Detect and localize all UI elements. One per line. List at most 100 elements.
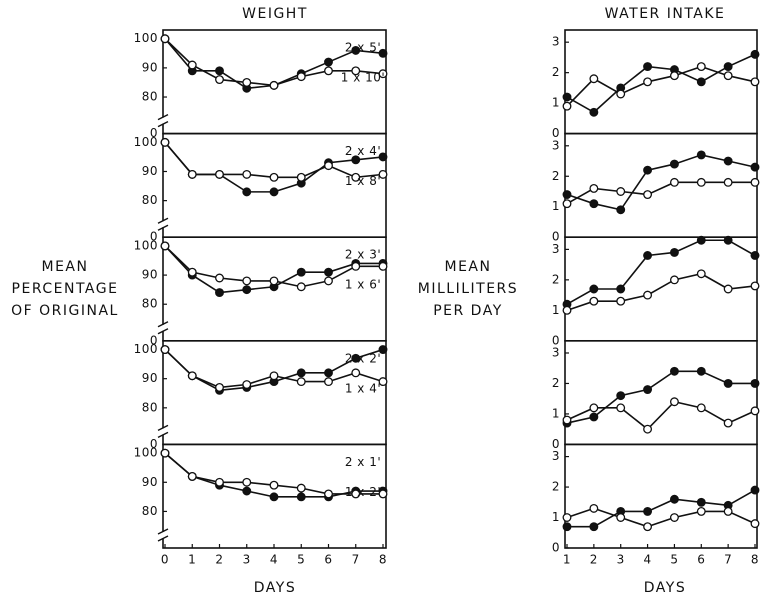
series-line: [566, 370, 755, 424]
axis-break: [157, 217, 169, 224]
data-point: [215, 169, 224, 179]
data-point: [750, 406, 760, 416]
data-point: [669, 366, 679, 376]
y-tick-label: 3: [552, 35, 560, 49]
data-point: [669, 494, 679, 504]
series-label: 2 x 2': [345, 351, 381, 365]
data-point: [723, 284, 733, 294]
y-axis-label: PER DAY: [433, 303, 503, 319]
axis-break-gap: [158, 324, 168, 331]
data-point: [242, 187, 252, 197]
data-point: [242, 169, 252, 179]
data-point: [669, 159, 679, 169]
y-axis-label: MEAN: [445, 259, 492, 275]
series-label: 2 x 1': [345, 455, 381, 469]
data-point: [643, 77, 653, 87]
data-point: [643, 62, 653, 72]
data-point: [242, 486, 252, 496]
y-tick-label: 1: [552, 96, 560, 110]
x-tick-label: 5: [670, 553, 678, 567]
data-point: [589, 522, 599, 532]
data-point: [351, 155, 361, 165]
y-tick-label: 90: [142, 268, 158, 282]
data-point: [378, 69, 388, 79]
series-line: [566, 239, 756, 305]
data-point: [187, 371, 197, 381]
y-tick-label: 0: [150, 333, 158, 347]
data-point: [296, 72, 306, 82]
axis-break: [157, 321, 169, 328]
series-label: 1 x 10': [341, 71, 385, 85]
data-point: [750, 379, 760, 388]
data-point: [589, 199, 599, 209]
x-tick-label: 4: [270, 553, 278, 567]
y-tick-label: 100: [134, 446, 158, 460]
data-point: [750, 177, 760, 187]
series-line: [566, 272, 756, 312]
data-point: [616, 513, 626, 522]
data-point: [723, 156, 733, 166]
series-line: [566, 154, 756, 211]
x-tick-label: 0: [161, 553, 169, 567]
axis-break: [157, 528, 169, 535]
panel-title: WEIGHT: [242, 6, 308, 22]
data-point: [723, 235, 733, 245]
axis-break-gap: [158, 117, 168, 124]
data-point: [215, 75, 224, 84]
data-point: [160, 34, 170, 44]
data-point: [643, 190, 653, 199]
data-point: [750, 251, 760, 260]
data-point: [215, 288, 224, 298]
data-point: [696, 235, 706, 245]
y-tick-label: 3: [552, 138, 560, 152]
data-point: [616, 284, 626, 294]
data-point: [643, 424, 653, 434]
data-point: [643, 251, 653, 260]
y-tick-label: 2: [552, 480, 560, 494]
y-tick-label: 3: [552, 345, 560, 359]
y-tick-label: 100: [134, 31, 158, 45]
y-tick-label: 80: [142, 90, 158, 104]
data-point: [269, 276, 279, 286]
series-label: 2 x 3': [345, 248, 381, 262]
y-axis-label: MEAN: [42, 259, 89, 275]
data-point: [750, 485, 760, 495]
data-point: [562, 305, 572, 315]
series-line: [566, 65, 756, 107]
axis-break: [157, 113, 169, 121]
x-tick-label: 7: [724, 553, 732, 567]
series-label: 1 x 8': [345, 174, 381, 188]
data-point: [616, 187, 626, 196]
data-point: [351, 172, 361, 182]
x-tick-label: 1: [188, 553, 196, 567]
y-tick-label: 90: [142, 475, 158, 489]
data-point: [669, 247, 679, 257]
data-point: [324, 66, 333, 76]
data-point: [324, 377, 333, 387]
series-label: 1 x 4': [345, 381, 381, 395]
x-axis-label: DAYS: [644, 580, 686, 596]
x-tick-label: 5: [297, 553, 305, 567]
x-tick-label: 3: [243, 553, 251, 567]
data-point: [296, 492, 306, 502]
data-point: [215, 66, 224, 76]
axis-break: [157, 431, 169, 439]
y-tick-label: 2: [552, 169, 560, 183]
data-point: [242, 276, 252, 286]
data-point: [378, 377, 388, 387]
series-line: [566, 181, 755, 205]
data-point: [669, 177, 679, 187]
x-tick-label: 6: [324, 553, 332, 567]
data-point: [378, 48, 388, 58]
y-axis-label: PERCENTAGE: [12, 281, 119, 297]
data-point: [669, 513, 679, 522]
data-point: [378, 152, 388, 162]
data-point: [351, 45, 361, 55]
data-point: [616, 205, 626, 215]
panel-title: WATER INTAKE: [605, 6, 726, 22]
data-point: [643, 385, 653, 395]
data-point: [324, 368, 333, 378]
data-point: [589, 412, 599, 422]
